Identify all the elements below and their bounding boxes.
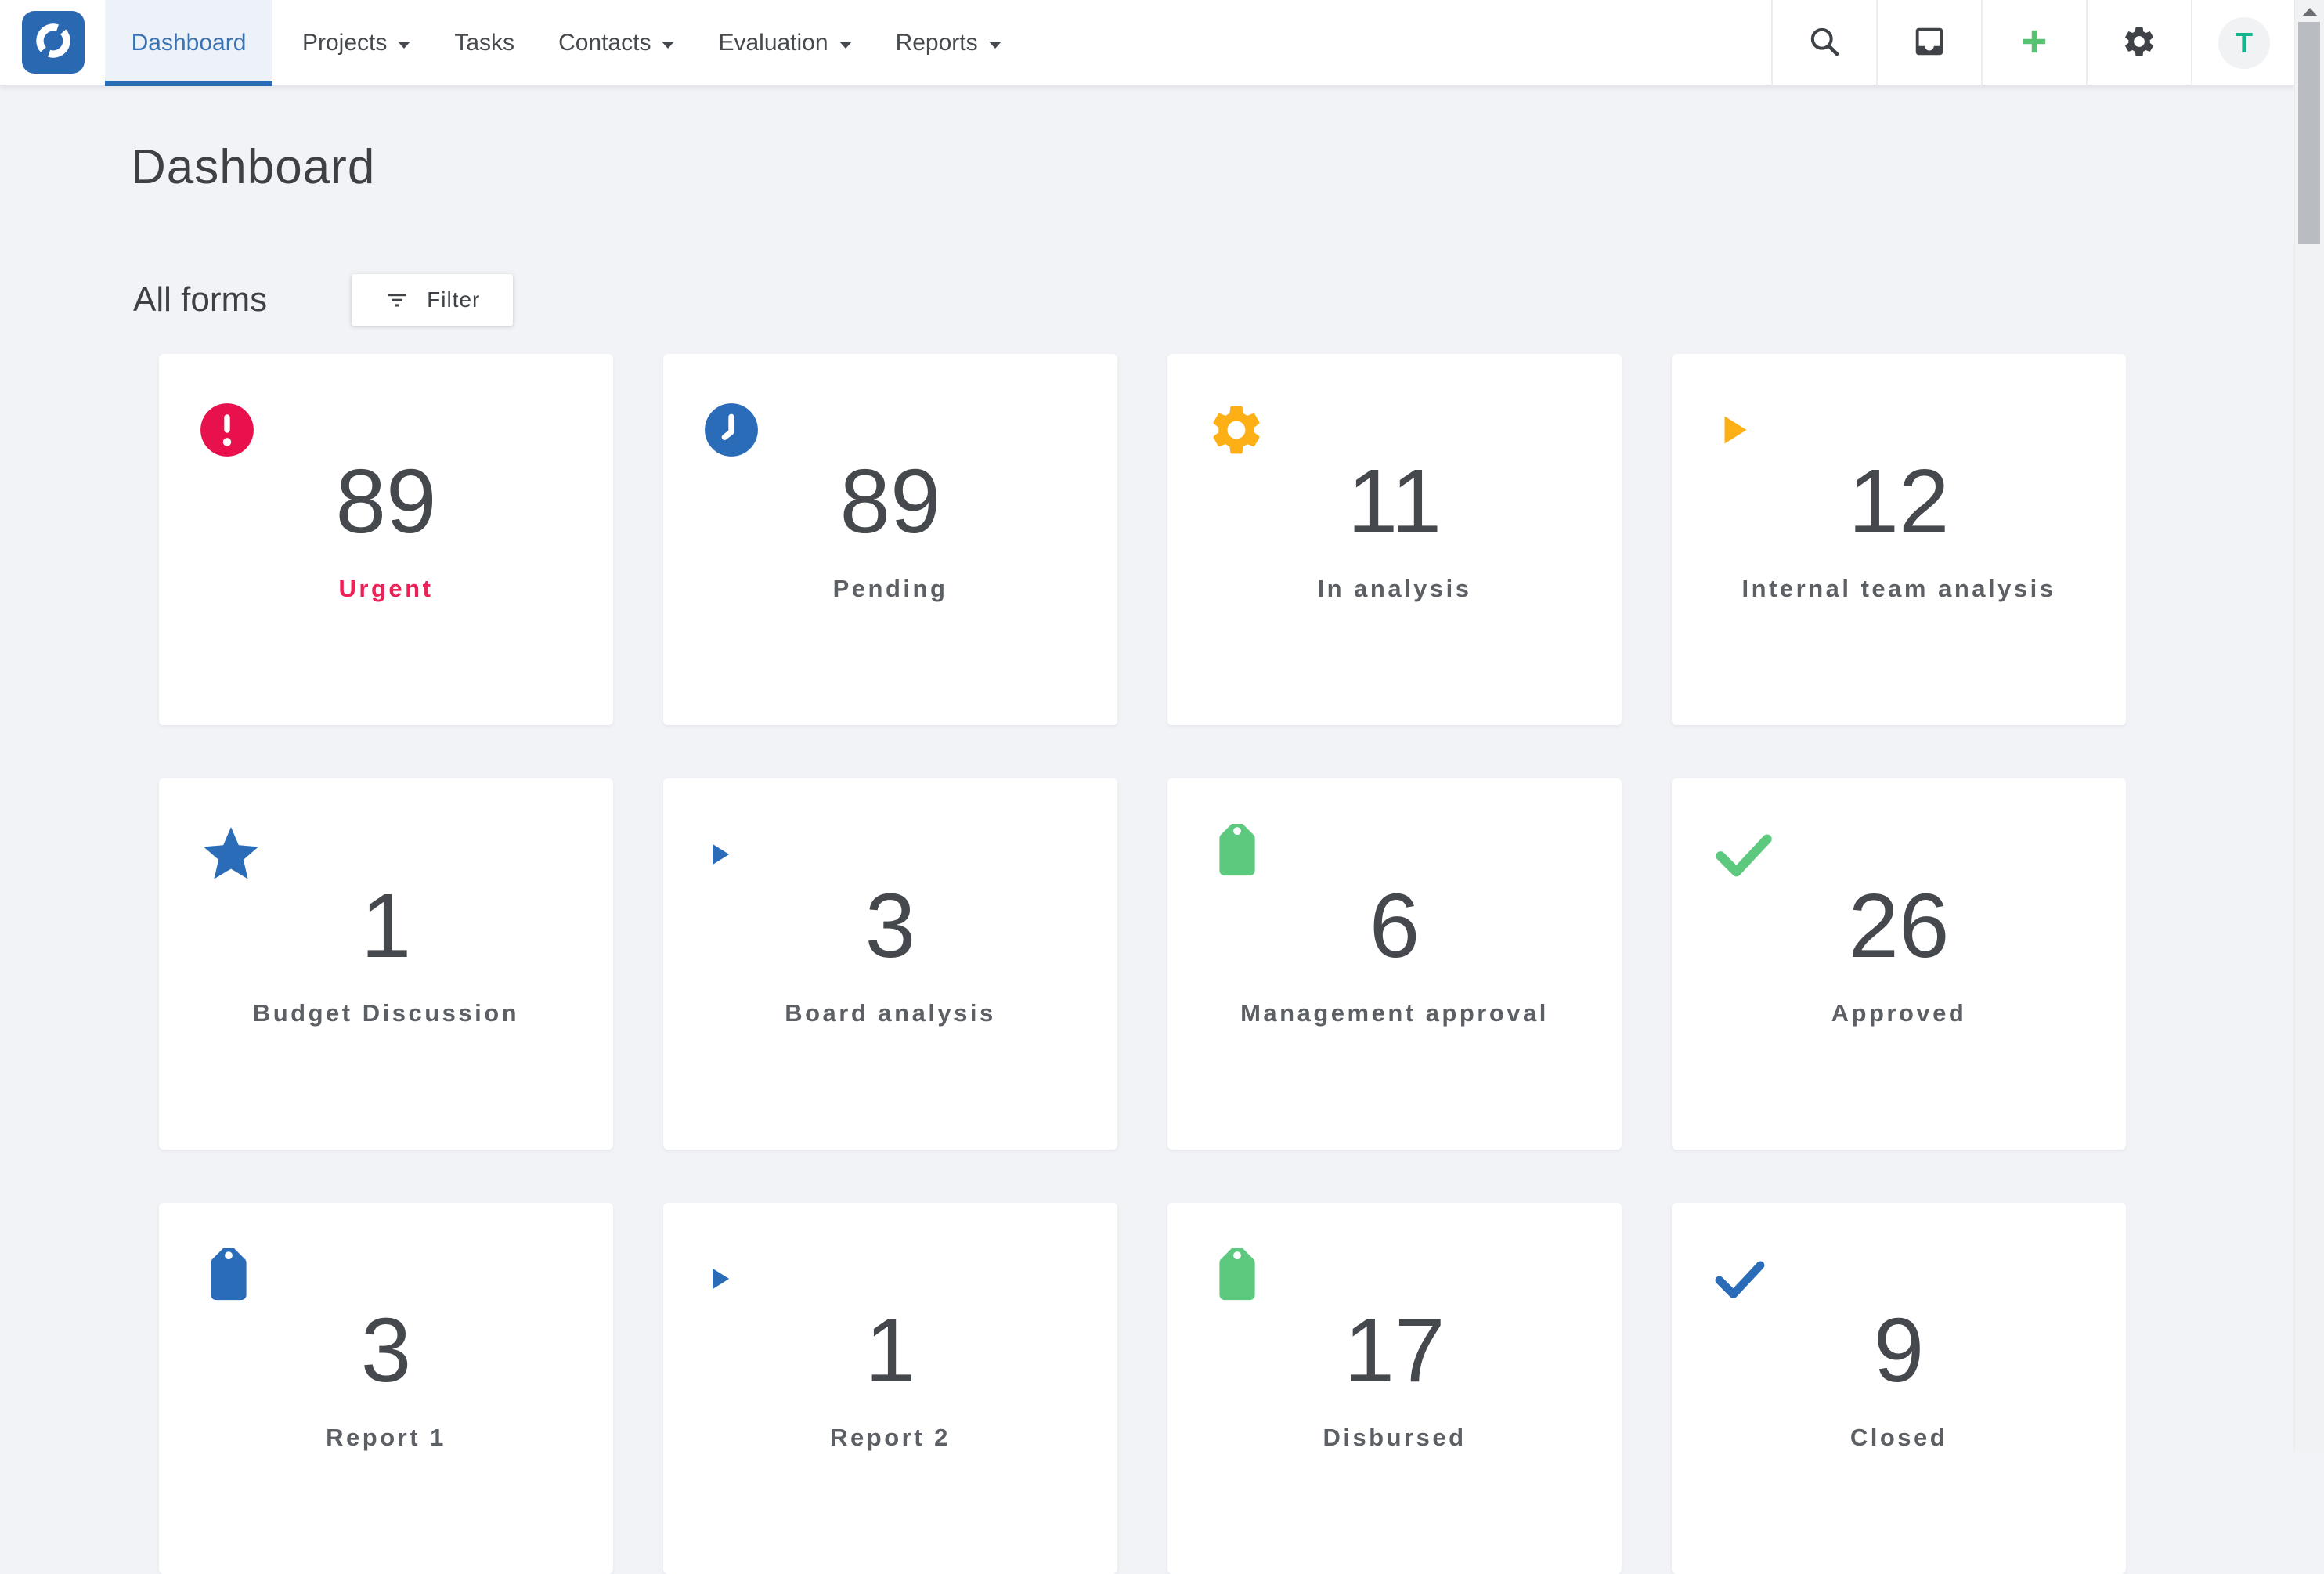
- card-label: Board analysis: [663, 999, 1117, 1027]
- app-logo[interactable]: [22, 11, 85, 74]
- card-label: Urgent: [159, 575, 613, 603]
- nav-item-contacts[interactable]: Contacts: [558, 30, 674, 56]
- status-card[interactable]: 3 Report 1: [159, 1203, 613, 1574]
- nav-item-reports[interactable]: Reports: [896, 30, 1001, 56]
- status-card[interactable]: 3 Board analysis: [663, 778, 1117, 1150]
- status-cards-grid: 89Urgent89Pending11In analysis12Internal…: [159, 354, 2126, 1574]
- chevron-down-icon: [989, 42, 1001, 49]
- card-label: Management approval: [1167, 999, 1622, 1027]
- card-count: 9: [1672, 1305, 2126, 1395]
- section-header: All forms Filter: [133, 273, 513, 327]
- card-label: Pending: [663, 575, 1117, 603]
- card-count: 89: [663, 456, 1117, 547]
- card-count: 11: [1167, 456, 1622, 547]
- search-button[interactable]: [1771, 0, 1876, 86]
- page-title: Dashboard: [131, 139, 375, 195]
- card-label: Report 2: [663, 1424, 1117, 1452]
- active-tab-underline: [105, 81, 272, 86]
- add-button[interactable]: [1981, 0, 2086, 86]
- nav-item-label: Projects: [302, 30, 387, 56]
- plus-icon: [2016, 23, 2052, 63]
- card-label: Report 1: [159, 1424, 613, 1452]
- clock-circle-icon: [702, 397, 773, 463]
- card-count: 1: [159, 880, 613, 971]
- card-count: 26: [1672, 880, 2126, 971]
- card-label: In analysis: [1167, 575, 1622, 603]
- nav-item-label: Evaluation: [718, 30, 828, 56]
- inbox-icon: [1911, 23, 1947, 63]
- profile-button[interactable]: T: [2191, 0, 2296, 86]
- nav-menu: Projects Tasks Contacts Evaluation Reports: [302, 0, 1001, 86]
- card-count: 17: [1167, 1305, 1622, 1395]
- settings-button[interactable]: [2086, 0, 2191, 86]
- card-count: 6: [1167, 880, 1622, 971]
- scrollbar-up-arrow-icon[interactable]: [2302, 8, 2318, 16]
- status-card[interactable]: 89 Pending: [663, 354, 1117, 725]
- nav-item-tasks[interactable]: Tasks: [454, 30, 514, 56]
- status-card[interactable]: 9 Closed: [1672, 1203, 2126, 1574]
- avatar: T: [2218, 17, 2270, 69]
- nav-item-projects[interactable]: Projects: [302, 30, 410, 56]
- card-count: 3: [663, 880, 1117, 971]
- gear-icon: [1207, 397, 1277, 463]
- card-count: 12: [1672, 456, 2126, 547]
- card-label: Internal team analysis: [1672, 575, 2126, 603]
- check-sm-icon: [1711, 1246, 1781, 1312]
- card-count: 89: [159, 456, 613, 547]
- nav-item-evaluation[interactable]: Evaluation: [718, 30, 851, 56]
- tag-icon: [1207, 821, 1277, 887]
- play-icon: [1711, 397, 1781, 463]
- alert-circle-icon: [198, 397, 269, 463]
- status-card[interactable]: 12 Internal team analysis: [1672, 354, 2126, 725]
- avatar-initial: T: [2236, 27, 2253, 60]
- tab-dashboard[interactable]: Dashboard: [105, 0, 272, 86]
- tag-icon: [198, 1246, 269, 1312]
- inbox-button[interactable]: [1876, 0, 1981, 86]
- card-label: Approved: [1672, 999, 2126, 1027]
- card-count: 1: [663, 1305, 1117, 1395]
- tab-dashboard-label: Dashboard: [132, 30, 247, 56]
- nav-item-label: Reports: [896, 30, 978, 56]
- nav-actions: T: [1771, 0, 2296, 86]
- chevron-down-icon: [662, 42, 674, 49]
- status-card[interactable]: 11 In analysis: [1167, 354, 1622, 725]
- brand-ring-icon: [32, 20, 74, 66]
- play-sm-icon: [702, 1246, 773, 1312]
- vertical-scrollbar[interactable]: [2294, 0, 2324, 1452]
- status-card[interactable]: 1 Budget Discussion: [159, 778, 613, 1150]
- card-label: Disbursed: [1167, 1424, 1622, 1452]
- tag-icon: [1207, 1246, 1277, 1312]
- filter-button-label: Filter: [427, 287, 480, 312]
- status-card[interactable]: 89 Urgent: [159, 354, 613, 725]
- status-card[interactable]: 26 Approved: [1672, 778, 2126, 1150]
- check-icon: [1711, 821, 1781, 887]
- section-title: All forms: [133, 280, 267, 319]
- filter-icon: [384, 287, 410, 312]
- scrollbar-thumb[interactable]: [2298, 22, 2320, 244]
- card-label: Budget Discussion: [159, 999, 613, 1027]
- gear-icon: [2121, 23, 2157, 63]
- card-count: 3: [159, 1305, 613, 1395]
- status-card[interactable]: 17 Disbursed: [1167, 1203, 1622, 1574]
- chevron-down-icon: [839, 42, 852, 49]
- chevron-down-icon: [398, 42, 410, 49]
- nav-item-label: Contacts: [558, 30, 651, 56]
- play-sm-icon: [702, 821, 773, 887]
- star-icon: [198, 821, 269, 887]
- status-card[interactable]: 1 Report 2: [663, 1203, 1117, 1574]
- nav-item-label: Tasks: [454, 30, 514, 56]
- card-label: Closed: [1672, 1424, 2126, 1452]
- search-icon: [1806, 23, 1842, 63]
- top-navbar: Dashboard Projects Tasks Contacts Evaluatio…: [0, 0, 2294, 86]
- status-card[interactable]: 6 Management approval: [1167, 778, 1622, 1150]
- filter-button[interactable]: Filter: [352, 274, 513, 326]
